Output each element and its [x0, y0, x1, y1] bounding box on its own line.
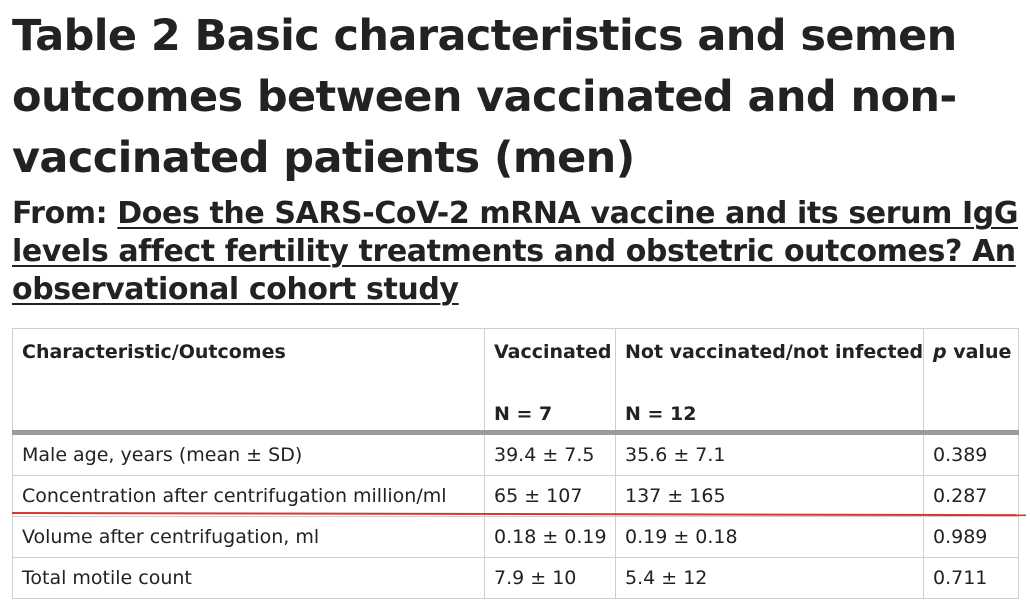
cell-characteristic: Concentration after centrifugation milli… [12, 475, 485, 517]
cell-p-value: 0.389 [923, 432, 1019, 476]
cell-vaccinated: 65 ± 107 [484, 475, 616, 517]
source-reference: From: Does the SARS-CoV-2 mRNA vaccine a… [12, 195, 1022, 309]
from-label: From: [12, 196, 118, 231]
header-not-vaccinated-n: N = 12 [625, 403, 697, 425]
characteristics-table: Characteristic/Outcomes Vaccinated N = 7… [12, 328, 1019, 599]
cell-vaccinated: 0.18 ± 0.19 [484, 516, 616, 558]
cell-p-value: 0.989 [923, 516, 1019, 558]
header-vaccinated-n: N = 7 [494, 403, 553, 425]
header-p-value: p value [923, 328, 1019, 435]
table-row: Male age, years (mean ± SD) 39.4 ± 7.5 3… [12, 432, 1019, 476]
cell-p-value: 0.287 [923, 475, 1019, 517]
cell-vaccinated: 7.9 ± 10 [484, 557, 616, 599]
header-characteristic: Characteristic/Outcomes [12, 328, 485, 435]
cell-not-vaccinated: 0.19 ± 0.18 [615, 516, 924, 558]
header-vaccinated: Vaccinated N = 7 [484, 328, 616, 435]
cell-not-vaccinated: 137 ± 165 [615, 475, 924, 517]
table-row: Volume after centrifugation, ml 0.18 ± 0… [12, 516, 1019, 558]
cell-characteristic: Volume after centrifugation, ml [12, 516, 485, 558]
page-title: Table 2 Basic characteristics and semen … [12, 11, 957, 183]
cell-not-vaccinated: 35.6 ± 7.1 [615, 432, 924, 476]
characteristics-table-container: Characteristic/Outcomes Vaccinated N = 7… [12, 328, 1019, 599]
table-header-row: Characteristic/Outcomes Vaccinated N = 7… [12, 328, 1019, 435]
cell-vaccinated: 39.4 ± 7.5 [484, 432, 616, 476]
header-not-vaccinated: Not vaccinated/not infected N = 12 [615, 328, 924, 435]
cell-p-value: 0.711 [923, 557, 1019, 599]
cell-not-vaccinated: 5.4 ± 12 [615, 557, 924, 599]
table-row: Total motile count 7.9 ± 10 5.4 ± 12 0.7… [12, 557, 1019, 599]
cell-characteristic: Total motile count [12, 557, 485, 599]
cell-characteristic: Male age, years (mean ± SD) [12, 432, 485, 476]
table-row: Concentration after centrifugation milli… [12, 475, 1019, 517]
article-link[interactable]: Does the SARS-CoV-2 mRNA vaccine and its… [12, 196, 1019, 307]
